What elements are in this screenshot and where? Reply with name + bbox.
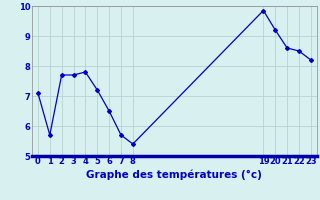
X-axis label: Graphe des températures (°c): Graphe des températures (°c) [86,169,262,180]
